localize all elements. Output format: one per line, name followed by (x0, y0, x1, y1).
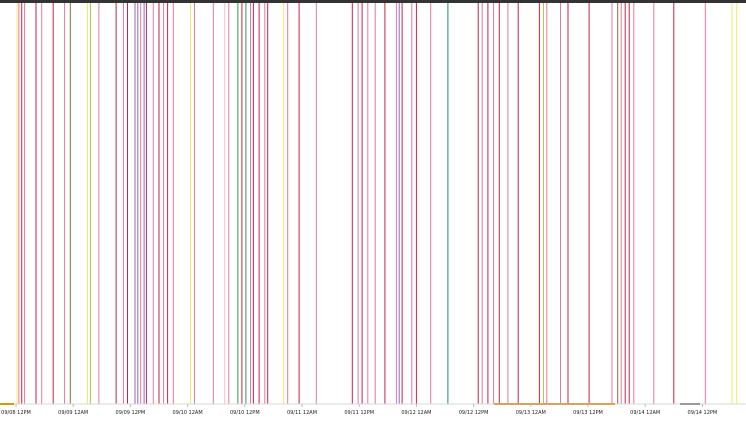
x-tick-label: 09/12 12PM (459, 410, 489, 416)
x-tick-label: 09/11 12PM (344, 410, 374, 416)
x-tick-labels: 09/08 12PM 09/09 12AM 09/09 12PM 09/10 12AM… (1, 404, 717, 416)
x-tick-label: 09/14 12PM (688, 410, 718, 416)
x-tick-label: 09/08 12PM (1, 410, 31, 416)
x-tick-label: 09/14 12AM (630, 410, 660, 416)
x-tick-label: 09/09 12PM (116, 410, 146, 416)
x-tick-label: 09/13 12AM (516, 410, 546, 416)
x-tick-label: 09/09 12AM (58, 410, 88, 416)
x-tick-label: 09/10 12PM (230, 410, 260, 416)
x-tick-label: 09/10 12AM (173, 410, 203, 416)
event-lines (16, 3, 738, 404)
top-border (0, 0, 746, 3)
x-tick-label: 09/12 12AM (401, 410, 431, 416)
x-tick-label: 09/13 12PM (573, 410, 603, 416)
x-tick-label: 09/11 12AM (287, 410, 317, 416)
